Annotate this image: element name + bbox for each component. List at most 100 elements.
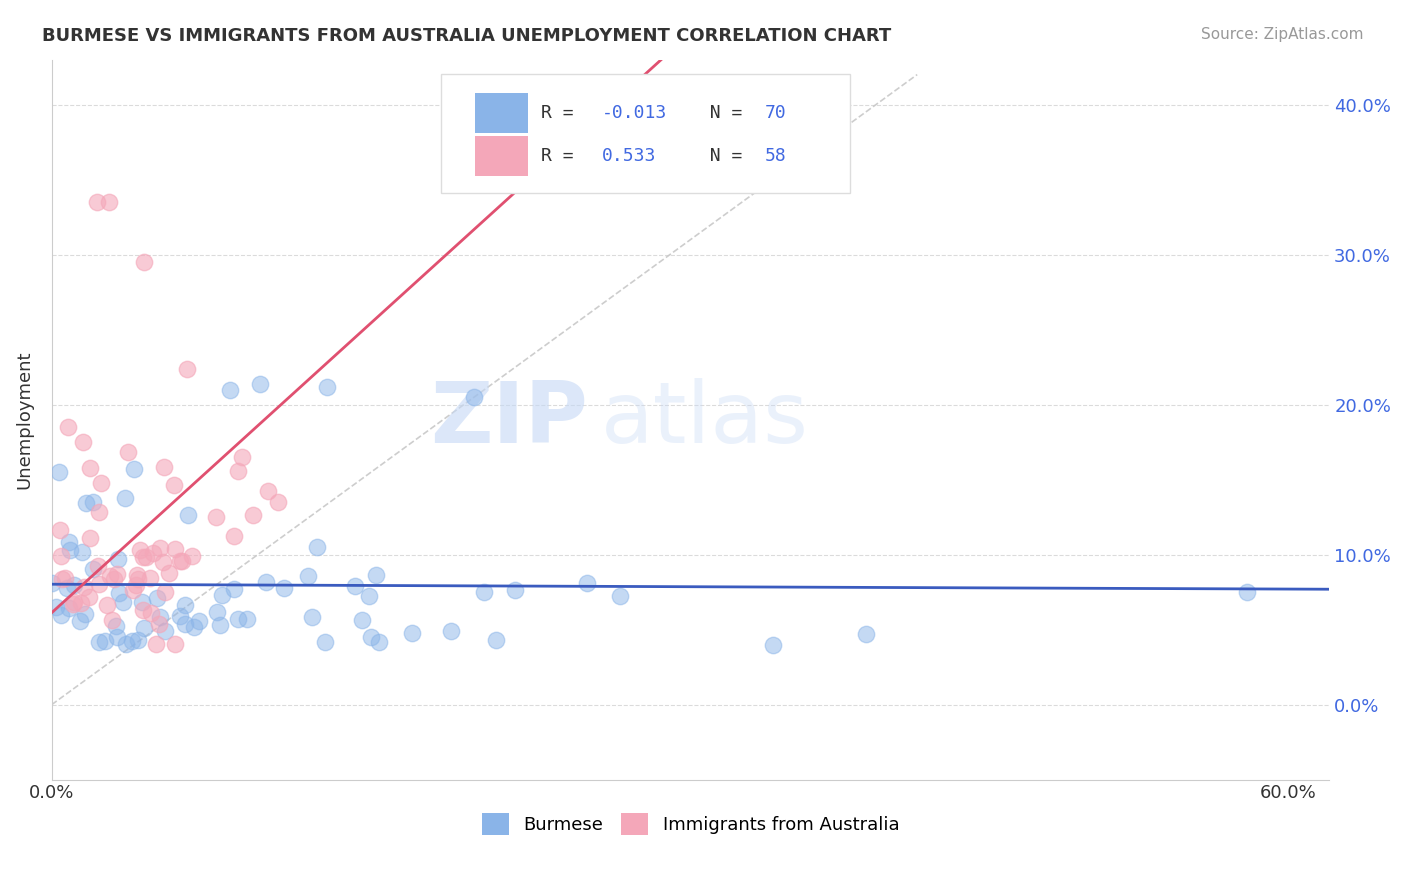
- Point: [49, 523, 72, 537]
- Point: [153, 624, 176, 638]
- Point: [183, 620, 205, 634]
- Point: [58, 420, 80, 434]
- Point: [187, 614, 209, 628]
- Point: [153, 460, 176, 475]
- Point: [98, 195, 121, 210]
- Point: [152, 556, 174, 570]
- Point: [170, 554, 193, 568]
- Text: 58: 58: [765, 147, 786, 165]
- Point: [503, 582, 526, 597]
- Point: [63, 578, 86, 592]
- Point: [108, 586, 131, 600]
- Point: [254, 574, 277, 589]
- Point: [174, 599, 197, 613]
- Point: [357, 589, 380, 603]
- Text: atlas: atlas: [602, 378, 808, 461]
- Point: [368, 635, 391, 649]
- Point: [163, 637, 186, 651]
- Point: [855, 627, 877, 641]
- Point: [344, 579, 367, 593]
- Point: [94, 634, 117, 648]
- Point: [204, 510, 226, 524]
- Point: [70, 545, 93, 559]
- Point: [90, 475, 112, 490]
- Point: [59, 543, 82, 558]
- Point: [89, 505, 111, 519]
- Point: [173, 617, 195, 632]
- Point: [224, 582, 246, 596]
- Point: [472, 584, 495, 599]
- Point: [124, 578, 146, 592]
- Point: [145, 637, 167, 651]
- Point: [82, 494, 104, 508]
- Point: [75, 495, 97, 509]
- Point: [62, 595, 84, 609]
- Point: [134, 621, 156, 635]
- Point: [609, 589, 631, 603]
- Point: [169, 608, 191, 623]
- Point: [440, 624, 463, 639]
- Point: [401, 626, 423, 640]
- Point: [169, 554, 191, 568]
- Point: [75, 607, 97, 621]
- Point: [231, 450, 253, 464]
- Point: [127, 572, 149, 586]
- Point: [58, 534, 80, 549]
- Point: [87, 576, 110, 591]
- Point: [153, 584, 176, 599]
- Point: [101, 613, 124, 627]
- Point: [105, 630, 128, 644]
- Text: ZIP: ZIP: [430, 378, 588, 461]
- Point: [62, 598, 84, 612]
- Point: [463, 390, 485, 404]
- Point: [135, 550, 157, 565]
- Point: [51, 549, 73, 563]
- Point: [105, 566, 128, 581]
- Point: [211, 588, 233, 602]
- Point: [131, 595, 153, 609]
- Text: 0.533: 0.533: [602, 147, 657, 165]
- Text: -0.013: -0.013: [602, 103, 668, 122]
- Point: [79, 531, 101, 545]
- Point: [352, 614, 374, 628]
- Point: [69, 614, 91, 628]
- Point: [314, 635, 336, 649]
- Point: [77, 590, 100, 604]
- Point: [86, 558, 108, 573]
- Point: [53, 571, 76, 585]
- Point: [104, 619, 127, 633]
- Point: [148, 616, 170, 631]
- Point: [100, 569, 122, 583]
- Point: [146, 591, 169, 606]
- Point: [41, 576, 63, 591]
- Point: [205, 605, 228, 619]
- Point: [176, 361, 198, 376]
- Point: [56, 581, 79, 595]
- Point: [249, 377, 271, 392]
- Point: [360, 630, 382, 644]
- Point: [122, 462, 145, 476]
- Point: [72, 580, 94, 594]
- Point: [141, 606, 163, 620]
- Point: [125, 568, 148, 582]
- Y-axis label: Unemployment: Unemployment: [15, 351, 32, 489]
- Text: 70: 70: [765, 103, 786, 122]
- FancyBboxPatch shape: [475, 93, 529, 133]
- Point: [107, 552, 129, 566]
- Point: [242, 508, 264, 522]
- Point: [87, 634, 110, 648]
- Point: [157, 566, 180, 581]
- Point: [103, 572, 125, 586]
- Point: [121, 634, 143, 648]
- FancyBboxPatch shape: [475, 136, 529, 177]
- Point: [51, 572, 73, 586]
- Point: [219, 383, 242, 397]
- Point: [134, 255, 156, 269]
- Point: [224, 529, 246, 543]
- Point: [96, 598, 118, 612]
- Point: [48, 465, 70, 479]
- Point: [316, 380, 339, 394]
- Text: N =: N =: [688, 147, 754, 165]
- Point: [121, 582, 143, 597]
- Text: R =: R =: [541, 103, 585, 122]
